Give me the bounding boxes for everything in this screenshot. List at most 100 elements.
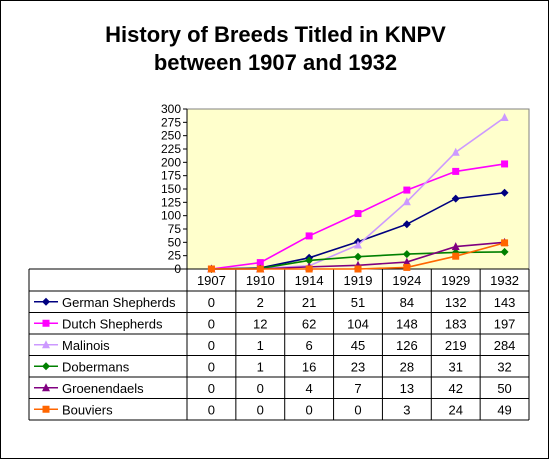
chart-subtitle: between 1907 and 1932: [153, 50, 398, 75]
data-table-value: 24: [448, 402, 462, 417]
y-tick-label: 225: [161, 142, 181, 156]
data-table-value: 0: [208, 295, 215, 310]
data-table-value: 45: [351, 338, 365, 353]
data-table-value: 13: [400, 381, 414, 396]
data-point: [305, 256, 314, 265]
data-table-value: 0: [354, 402, 361, 417]
data-table-value: 49: [497, 402, 511, 417]
data-point: [451, 242, 460, 251]
data-table-value: 51: [351, 295, 365, 310]
data-table-value: 0: [208, 359, 215, 374]
y-tick-label: 125: [161, 195, 181, 209]
data-point: [403, 186, 411, 194]
x-tick-label: 1929: [441, 273, 470, 288]
x-tick-label: 1907: [197, 273, 226, 288]
data-table-value: 197: [494, 316, 516, 331]
data-table-value: 148: [396, 316, 418, 331]
data-table-value: 104: [347, 316, 369, 331]
data-point: [42, 405, 50, 413]
data-table-value: 0: [257, 381, 264, 396]
data-table-value: 0: [208, 381, 215, 396]
data-table-value: 84: [400, 295, 414, 310]
data-table-value: 6: [306, 338, 313, 353]
data-point: [451, 147, 460, 156]
y-tick-label: 100: [161, 209, 181, 223]
legend-label: Malinois: [62, 338, 110, 353]
data-point: [500, 113, 509, 122]
data-point: [256, 259, 264, 267]
data-point: [305, 232, 313, 240]
legend-label: Dutch Shepherds: [62, 316, 163, 331]
y-tick-label: 25: [168, 249, 182, 263]
data-point: [452, 167, 460, 175]
data-point: [451, 248, 460, 257]
data-point: [42, 340, 50, 349]
y-tick-label: 150: [161, 182, 181, 196]
data-table-value: 0: [306, 402, 313, 417]
x-tick-label: 1919: [344, 273, 373, 288]
data-table-value: 50: [497, 381, 511, 396]
data-table-value: 0: [257, 402, 264, 417]
data-point: [42, 297, 50, 306]
y-tick-label: 175: [161, 169, 181, 183]
data-table-value: 4: [306, 381, 313, 396]
x-tick-label: 1910: [246, 273, 275, 288]
data-point: [42, 362, 50, 371]
y-tick-label: 275: [161, 115, 181, 129]
data-point: [403, 263, 411, 271]
data-point: [501, 160, 509, 168]
chart-title: History of Breeds Titled in KNPV: [105, 22, 446, 47]
data-point: [451, 194, 460, 203]
legend-label: Bouviers: [62, 402, 113, 417]
data-point: [354, 240, 362, 249]
y-tick-label: 50: [168, 235, 182, 249]
y-tick-label: 75: [168, 222, 182, 236]
data-table-value: 219: [445, 338, 467, 353]
data-point: [500, 247, 509, 256]
data-table-value: 1: [257, 338, 264, 353]
data-table-value: 16: [302, 359, 316, 374]
data-table-value: 1: [257, 359, 264, 374]
data-table-value: 0: [208, 338, 215, 353]
data-point: [402, 257, 411, 266]
data-point: [256, 265, 264, 273]
data-point: [42, 383, 50, 392]
legend-label: German Shepherds: [62, 295, 176, 310]
data-table-value: 2: [257, 295, 264, 310]
x-tick-label: 1932: [490, 273, 519, 288]
data-point: [354, 210, 362, 218]
data-point: [207, 265, 215, 273]
y-tick-label: 250: [161, 129, 181, 143]
data-point: [42, 319, 50, 327]
data-table-value: 32: [497, 359, 511, 374]
data-table-value: 0: [208, 402, 215, 417]
data-table-value: 62: [302, 316, 316, 331]
data-point: [452, 252, 460, 260]
data-point: [354, 265, 362, 273]
data-point: [402, 250, 411, 259]
y-tick-label: 200: [161, 155, 181, 169]
data-point: [501, 239, 509, 247]
data-table-value: 28: [400, 359, 414, 374]
data-table-value: 132: [445, 295, 467, 310]
x-tick-label: 1914: [295, 273, 324, 288]
data-point: [402, 220, 411, 229]
data-table-value: 143: [494, 295, 516, 310]
data-point: [354, 252, 362, 261]
data-table-value: 3: [403, 402, 410, 417]
data-table-value: 23: [351, 359, 365, 374]
chart-title-block: History of Breeds Titled in KNPV between…: [1, 21, 548, 77]
data-point: [305, 265, 313, 273]
y-tick-label: 300: [161, 102, 181, 116]
data-table-value: 31: [448, 359, 462, 374]
data-table-value: 284: [494, 338, 516, 353]
data-point: [500, 188, 509, 197]
legend-label: Groenendaels: [62, 381, 144, 396]
data-table-value: 12: [253, 316, 267, 331]
data-table-value: 183: [445, 316, 467, 331]
data-table-value: 126: [396, 338, 418, 353]
data-table-value: 42: [448, 381, 462, 396]
x-tick-label: 1924: [392, 273, 421, 288]
data-table-value: 21: [302, 295, 316, 310]
